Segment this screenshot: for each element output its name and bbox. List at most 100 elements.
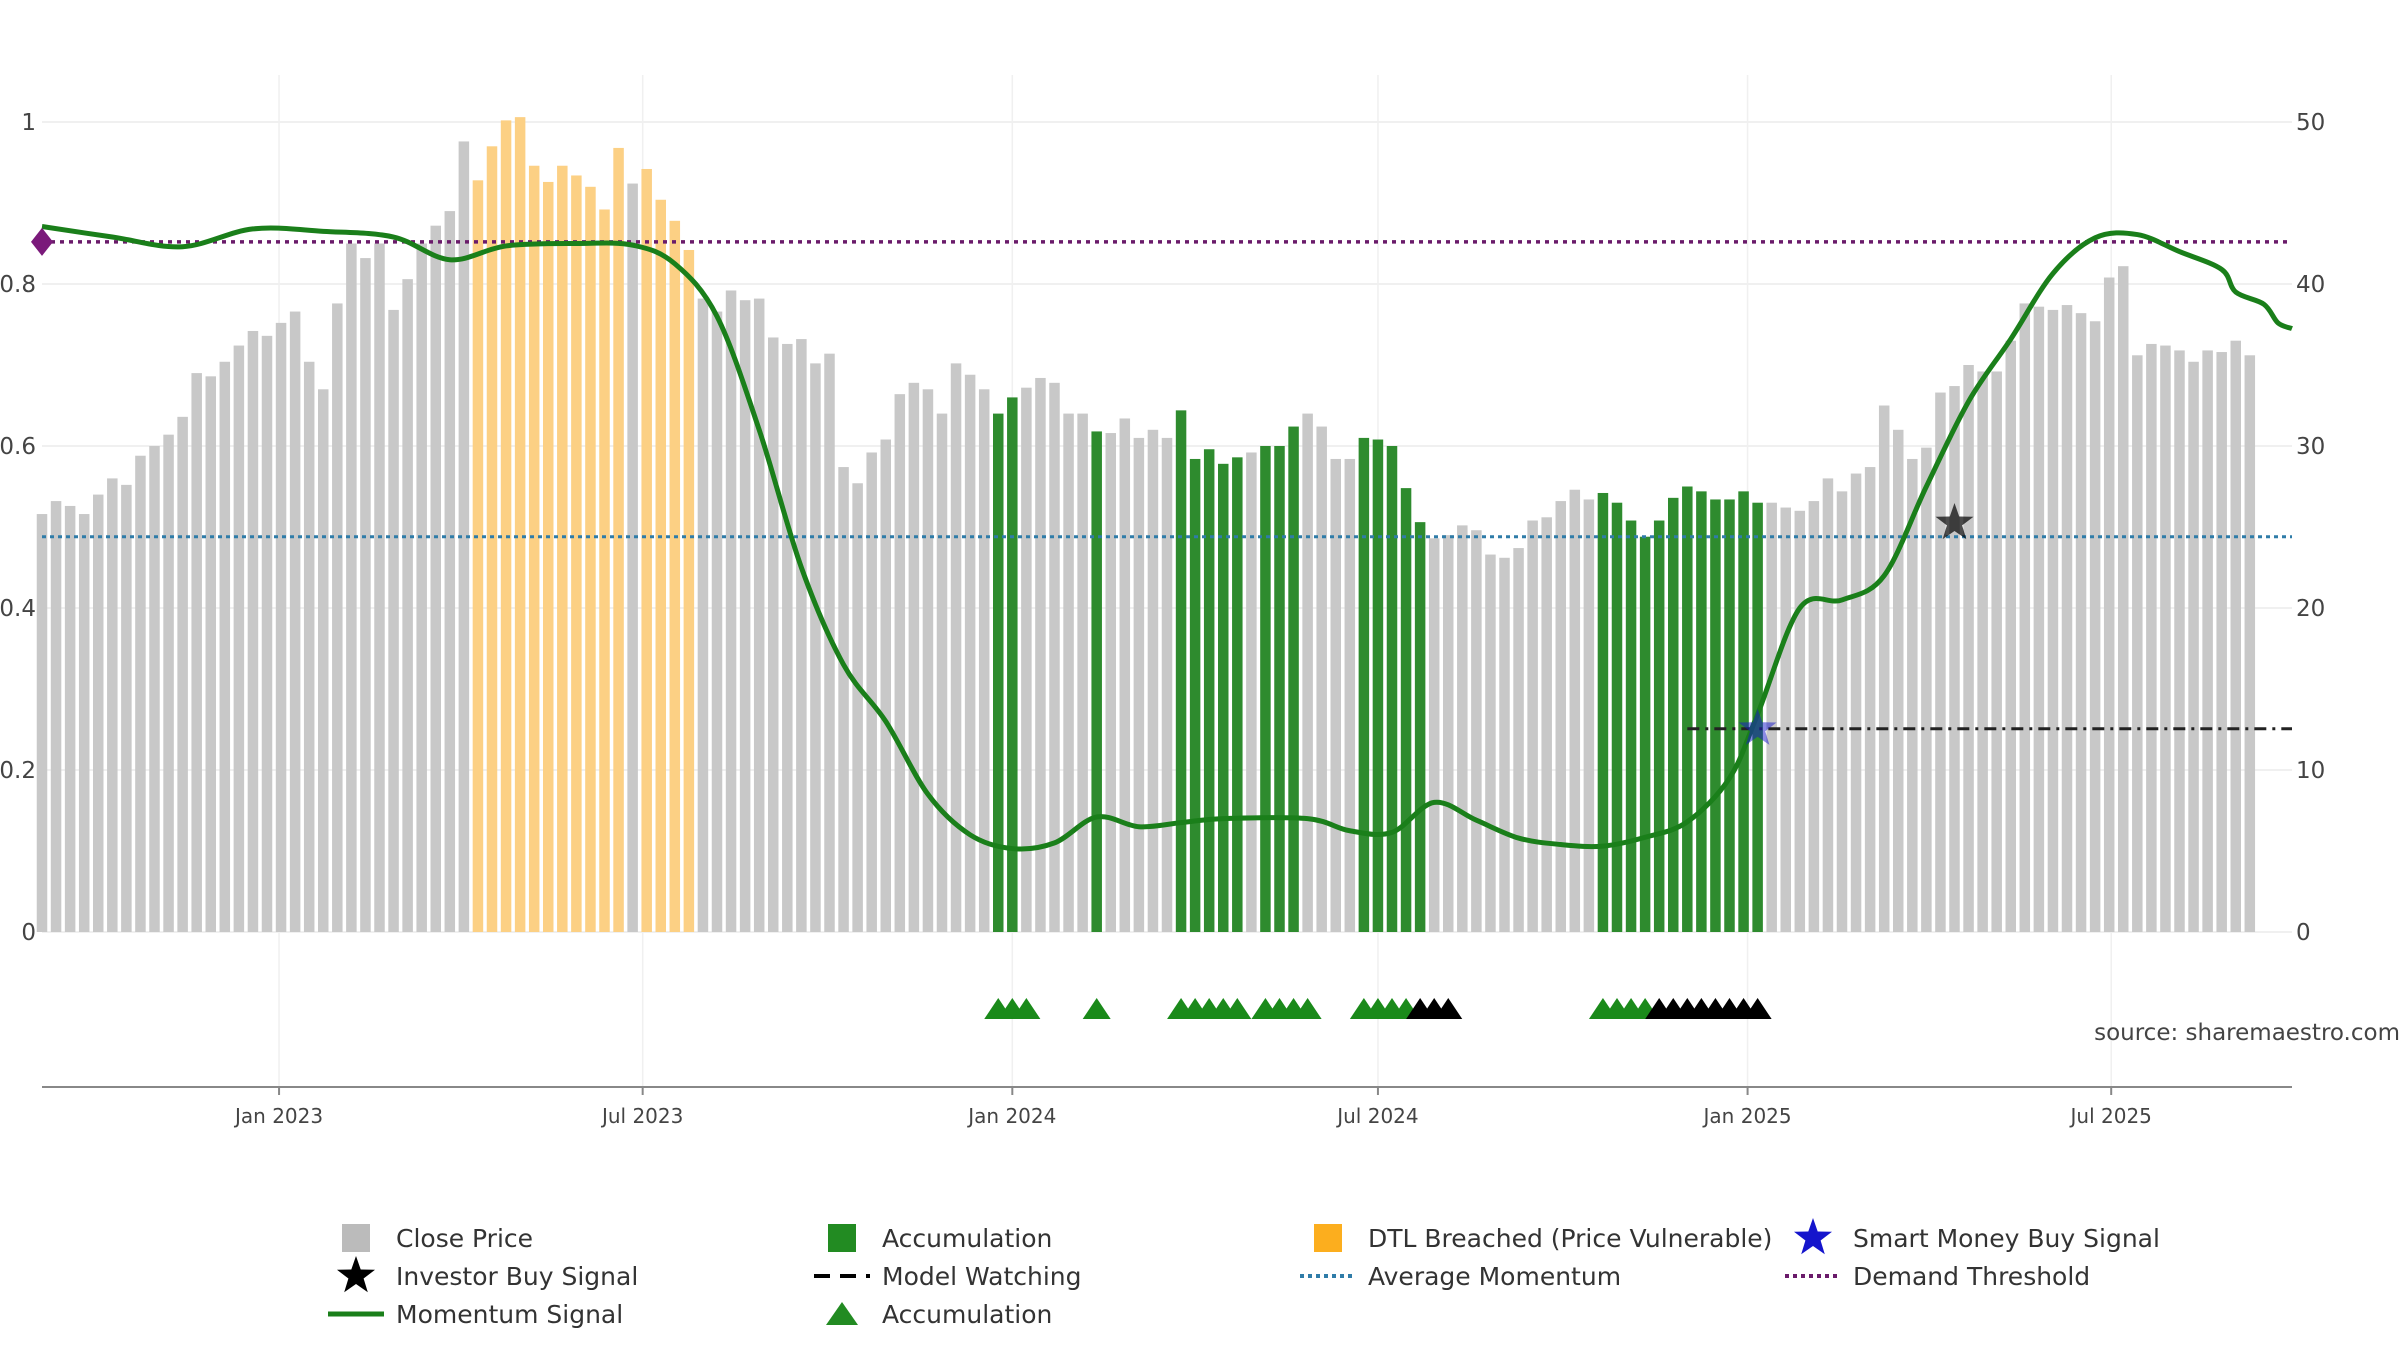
- close-price-bar: [922, 389, 934, 932]
- close-price-bar: [36, 514, 48, 932]
- accumulation-triangle: [1223, 998, 1252, 1019]
- legend-item: Smart Money Buy Signal: [1794, 1218, 2160, 1255]
- close-price-bar: [1611, 502, 1623, 932]
- close-price-bar: [613, 147, 624, 933]
- close-price-bar: [1878, 405, 1890, 932]
- close-price-bar: [1864, 467, 1876, 932]
- close-price-bar: [514, 117, 526, 932]
- close-price-bar: [1949, 386, 1960, 932]
- legend-item: Accumulation: [828, 1224, 1052, 1253]
- close-price-bar: [1893, 429, 1904, 932]
- watch-triangle: [1743, 998, 1772, 1019]
- legend-square-icon: [1314, 1224, 1342, 1252]
- close-price-bar: [2103, 277, 2115, 932]
- close-price-bar: [1794, 510, 1806, 932]
- close-price-bar: [430, 225, 441, 932]
- close-price-bar: [2075, 313, 2087, 932]
- close-price-bar: [458, 141, 470, 932]
- close-price-bar: [782, 343, 793, 932]
- close-price-bar: [1836, 491, 1848, 932]
- close-price-bar: [1738, 491, 1749, 932]
- close-price-bar: [2202, 350, 2213, 932]
- close-price-bar: [627, 183, 638, 932]
- close-price-bar: [149, 446, 160, 932]
- close-price-bar: [374, 243, 385, 932]
- close-price-bar: [472, 180, 484, 932]
- close-price-bar: [2132, 355, 2143, 932]
- close-price-bar: [810, 363, 821, 932]
- left-tick-label: 0.8: [0, 272, 36, 298]
- close-price-bar: [233, 345, 245, 932]
- close-price-bar: [1189, 458, 1201, 932]
- x-tick-label: Jul 2024: [1335, 1104, 1418, 1128]
- close-price-bar: [1696, 491, 1707, 932]
- close-price-bar: [964, 374, 976, 933]
- close-price-bar: [275, 322, 287, 932]
- accumulation-triangle: [1012, 998, 1041, 1019]
- legend-square-icon: [828, 1224, 856, 1252]
- close-price-bar: [641, 168, 652, 933]
- x-tick-label: Jan 2024: [966, 1104, 1056, 1128]
- close-price-bar: [1246, 452, 1257, 932]
- close-price-bar: [1597, 492, 1609, 932]
- close-price-bar: [543, 181, 554, 932]
- left-tick-label: 0.6: [0, 434, 36, 460]
- close-price-bar: [191, 373, 202, 933]
- close-price-bar: [1077, 413, 1088, 933]
- close-price-bar: [1358, 437, 1370, 932]
- close-price-bar: [2019, 303, 2031, 932]
- signal-markers: [31, 227, 1974, 1019]
- legend-item: Model Watching: [814, 1262, 1082, 1291]
- right-tick-label: 40: [2296, 272, 2325, 298]
- close-price-bar: [2033, 306, 2045, 932]
- left-tick-label: 0: [21, 920, 36, 946]
- close-price-bar: [1935, 392, 1946, 932]
- close-price-bar: [1921, 447, 1932, 932]
- close-price-bar: [950, 363, 962, 932]
- legend-label: Demand Threshold: [1853, 1262, 2090, 1291]
- close-price-bar: [978, 389, 990, 932]
- close-price-bar: [1639, 536, 1651, 932]
- close-price-bar: [1218, 463, 1229, 932]
- legend-item: Accumulation: [826, 1300, 1052, 1329]
- close-price-bar: [1724, 499, 1735, 932]
- close-price-bar: [1302, 413, 1313, 933]
- close-price-bar: [1175, 410, 1187, 932]
- close-price-bar: [1443, 535, 1454, 932]
- close-price-bar: [838, 467, 849, 932]
- close-price-bar: [346, 243, 357, 932]
- right-tick-label: 10: [2296, 758, 2325, 784]
- close-price-bar: [571, 175, 582, 932]
- source-credit: source: sharemaestro.com: [2094, 1020, 2400, 1046]
- legend-label: Accumulation: [882, 1224, 1052, 1253]
- legend-triangle-icon: [826, 1302, 858, 1325]
- close-price-bar: [1569, 489, 1581, 932]
- close-price-bar: [1822, 478, 1834, 932]
- close-price-bar: [894, 394, 906, 932]
- close-price-bar: [768, 337, 779, 933]
- close-price-bar: [1485, 554, 1496, 932]
- close-price-bar: [1147, 429, 1159, 932]
- close-price-bar: [1260, 446, 1271, 932]
- close-price-bar: [1133, 437, 1145, 932]
- close-price-bar: [1091, 431, 1102, 932]
- accumulation-triangle: [1293, 998, 1322, 1019]
- close-price-bar: [1105, 433, 1116, 932]
- close-price-bar: [557, 165, 568, 933]
- close-price-bar: [2244, 355, 2256, 932]
- legend-label: Smart Money Buy Signal: [1853, 1224, 2160, 1253]
- legend-item: Investor Buy Signal: [337, 1256, 638, 1293]
- close-price-bar: [1316, 426, 1327, 932]
- close-price-bar: [64, 505, 76, 932]
- close-price-bar: [697, 298, 709, 933]
- legend-item: Demand Threshold: [1785, 1262, 2090, 1291]
- close-price-bar: [1372, 439, 1384, 932]
- legend-star-icon: [337, 1256, 375, 1293]
- close-price-bar: [796, 339, 807, 933]
- left-tick-label: 0.2: [0, 758, 36, 784]
- close-price-bar: [78, 514, 90, 932]
- legend-item: Momentum Signal: [328, 1300, 623, 1329]
- smart-money-buy-star: [1738, 708, 1777, 745]
- close-price-bar: [1471, 530, 1482, 932]
- right-tick-label: 0: [2296, 920, 2311, 946]
